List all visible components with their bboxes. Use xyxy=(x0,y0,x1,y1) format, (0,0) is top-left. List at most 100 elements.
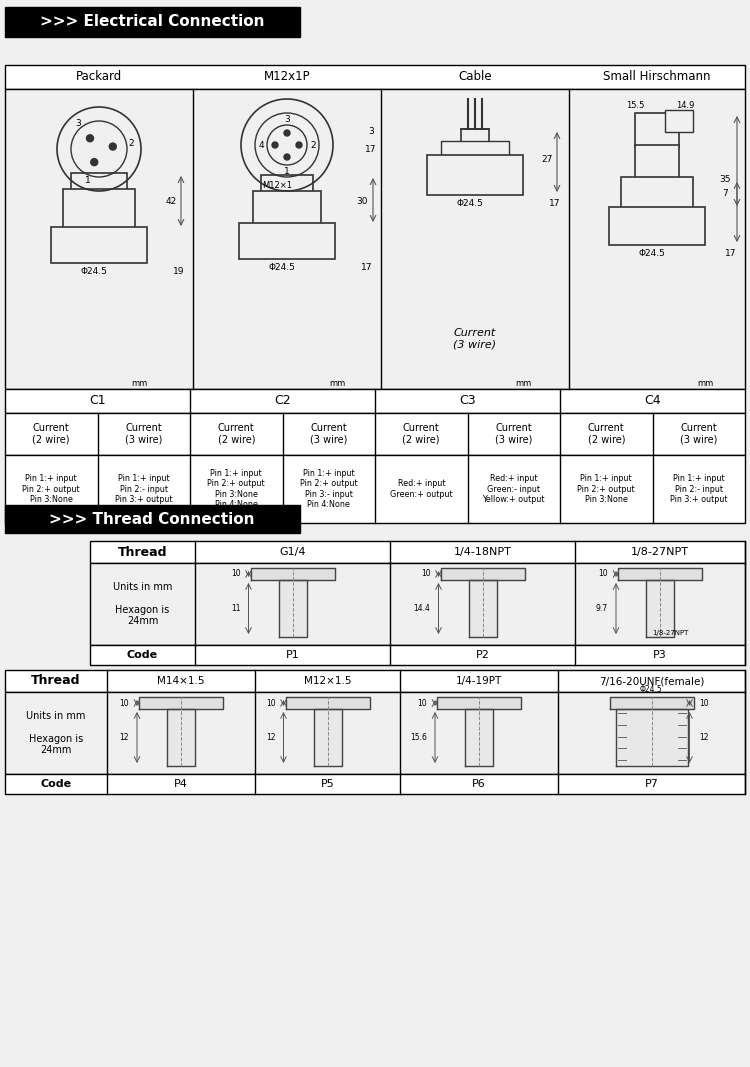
Bar xyxy=(665,110,693,132)
Text: Code: Code xyxy=(40,779,71,789)
Text: Cable: Cable xyxy=(458,70,492,83)
Bar xyxy=(635,145,679,179)
Circle shape xyxy=(284,130,290,136)
Text: 7/16-20UNF(female): 7/16-20UNF(female) xyxy=(598,676,704,686)
Bar xyxy=(5,505,300,534)
Text: Thread: Thread xyxy=(32,674,81,687)
Text: 10: 10 xyxy=(598,570,608,578)
Text: 3: 3 xyxy=(75,120,81,128)
Bar xyxy=(261,175,313,193)
Text: 10: 10 xyxy=(700,699,709,707)
Text: mm: mm xyxy=(328,379,345,387)
Polygon shape xyxy=(286,697,370,708)
Circle shape xyxy=(86,134,94,142)
Bar xyxy=(461,129,489,144)
Text: mm: mm xyxy=(514,379,531,387)
Text: Current
(2 wire): Current (2 wire) xyxy=(217,424,255,445)
Text: P6: P6 xyxy=(472,779,486,789)
Text: 1/4-19PT: 1/4-19PT xyxy=(456,676,503,686)
Text: 1/8-27NPT: 1/8-27NPT xyxy=(652,630,688,636)
Text: 17: 17 xyxy=(725,249,736,257)
Text: Pin 1:+ input
Pin 2:+ output
Pin 3:None: Pin 1:+ input Pin 2:+ output Pin 3:None xyxy=(578,474,635,504)
Polygon shape xyxy=(167,708,195,766)
Polygon shape xyxy=(314,708,341,766)
Circle shape xyxy=(284,154,290,160)
Text: 10: 10 xyxy=(266,699,275,707)
Bar xyxy=(5,413,745,455)
Text: 1/4-18NPT: 1/4-18NPT xyxy=(454,547,512,557)
Bar xyxy=(621,177,693,209)
Bar xyxy=(609,207,705,245)
Text: Current
(3 wire): Current (3 wire) xyxy=(680,424,718,445)
Circle shape xyxy=(296,142,302,148)
Text: Red:+ input
Green:+ output: Red:+ input Green:+ output xyxy=(390,479,452,498)
Text: Φ24.5: Φ24.5 xyxy=(268,262,296,271)
Text: 15.5: 15.5 xyxy=(626,100,644,110)
Bar xyxy=(5,7,300,37)
Text: Φ24.5: Φ24.5 xyxy=(457,198,484,207)
Bar xyxy=(90,541,745,563)
Text: G1/4: G1/4 xyxy=(279,547,306,557)
Text: Units in mm

Hexagon is
24mm: Units in mm Hexagon is 24mm xyxy=(26,711,86,755)
Text: Pin 1:+ input
Pin 2:+ output
Pin 3:None
Pin 4:None: Pin 1:+ input Pin 2:+ output Pin 3:None … xyxy=(208,468,265,509)
Text: 10: 10 xyxy=(421,570,430,578)
Text: 10: 10 xyxy=(417,699,427,707)
Text: P5: P5 xyxy=(321,779,334,789)
Bar xyxy=(5,389,745,413)
Text: >>> Electrical Connection: >>> Electrical Connection xyxy=(40,15,264,30)
Bar xyxy=(90,563,745,644)
Text: 35: 35 xyxy=(719,175,730,184)
Text: Φ24.5: Φ24.5 xyxy=(638,249,665,257)
Bar xyxy=(63,189,135,229)
Text: Pin 1:+ input
Pin 2:+ output
Pin 3:- input
Pin 4:None: Pin 1:+ input Pin 2:+ output Pin 3:- inp… xyxy=(300,468,358,509)
Polygon shape xyxy=(139,697,223,708)
Text: mm: mm xyxy=(697,379,713,387)
Text: Φ24.5: Φ24.5 xyxy=(80,267,107,275)
Text: 11: 11 xyxy=(231,604,241,614)
Text: 2: 2 xyxy=(129,139,134,147)
Polygon shape xyxy=(278,580,307,637)
Polygon shape xyxy=(646,580,674,637)
Text: P2: P2 xyxy=(476,650,490,660)
Text: Current
(2 wire): Current (2 wire) xyxy=(32,424,70,445)
Polygon shape xyxy=(465,708,493,766)
Text: Small Hirschmann: Small Hirschmann xyxy=(603,70,711,83)
Text: P1: P1 xyxy=(286,650,299,660)
Polygon shape xyxy=(440,568,524,580)
Bar xyxy=(5,89,745,389)
Text: C2: C2 xyxy=(274,395,291,408)
Bar xyxy=(253,191,321,225)
Text: Φ24.5: Φ24.5 xyxy=(640,685,663,695)
Text: 42: 42 xyxy=(165,196,177,206)
Text: P7: P7 xyxy=(644,779,658,789)
Text: mm: mm xyxy=(130,379,147,387)
Text: Pin 1:+ input
Pin 2:- input
Pin 3:+ output: Pin 1:+ input Pin 2:- input Pin 3:+ outp… xyxy=(670,474,728,504)
Bar xyxy=(427,155,523,195)
Bar xyxy=(5,774,745,794)
Text: Current
(3 wire): Current (3 wire) xyxy=(454,329,497,350)
Polygon shape xyxy=(618,568,702,580)
Text: 17: 17 xyxy=(549,198,561,207)
Text: 14.9: 14.9 xyxy=(676,100,694,110)
Text: 30: 30 xyxy=(356,196,368,206)
Text: Red:+ input
Green:- input
Yellow:+ output: Red:+ input Green:- input Yellow:+ outpu… xyxy=(482,474,545,504)
Text: 17: 17 xyxy=(362,262,373,271)
Text: Pin 1:+ input
Pin 2:+ output
Pin 3:None: Pin 1:+ input Pin 2:+ output Pin 3:None xyxy=(22,474,80,504)
Text: Thread: Thread xyxy=(118,545,167,558)
Text: M14×1.5: M14×1.5 xyxy=(158,676,205,686)
Text: 4: 4 xyxy=(258,141,264,149)
Text: 12: 12 xyxy=(266,733,275,742)
Text: Units in mm

Hexagon is
24mm: Units in mm Hexagon is 24mm xyxy=(112,582,172,626)
Text: 15.6: 15.6 xyxy=(410,733,427,742)
Circle shape xyxy=(110,143,116,150)
Text: P3: P3 xyxy=(653,650,667,660)
Text: >>> Thread Connection: >>> Thread Connection xyxy=(50,511,255,526)
Text: 1: 1 xyxy=(284,166,290,175)
Bar xyxy=(71,173,127,191)
Text: M12x1P: M12x1P xyxy=(264,70,310,83)
Text: Current
(3 wire): Current (3 wire) xyxy=(310,424,347,445)
Bar xyxy=(441,141,509,157)
Text: Current
(3 wire): Current (3 wire) xyxy=(495,424,532,445)
Bar xyxy=(5,455,745,523)
Text: 10: 10 xyxy=(119,699,129,707)
